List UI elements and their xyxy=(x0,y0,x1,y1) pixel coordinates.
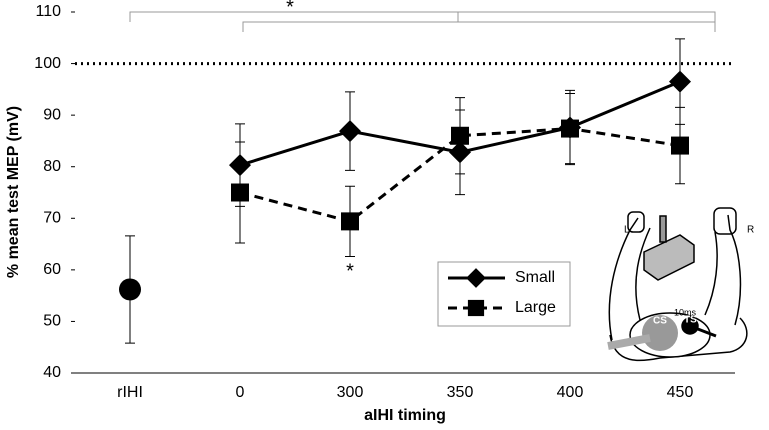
legend-label: Large xyxy=(515,299,556,316)
x-tick-label: 400 xyxy=(557,384,584,401)
marker xyxy=(339,120,361,143)
bracket xyxy=(129,11,716,22)
legend-box xyxy=(437,261,571,327)
x-tick-label: 450 xyxy=(667,384,694,401)
inset-label: R xyxy=(747,225,754,236)
marker xyxy=(669,70,691,93)
y-tick-label: 50 xyxy=(43,313,61,330)
y-tick-label: 80 xyxy=(43,158,61,175)
annotation: * xyxy=(346,260,354,282)
y-tick-label: 110 xyxy=(35,3,61,20)
marker xyxy=(451,126,469,145)
legend-marker xyxy=(466,268,486,288)
x-tick-label: rIHI xyxy=(117,384,143,401)
x-tick-label: 0 xyxy=(236,384,245,401)
y-tick-label: 100 xyxy=(34,55,61,72)
y-tick-label: 70 xyxy=(43,210,61,227)
series-line xyxy=(239,127,681,224)
legend-marker xyxy=(467,299,485,317)
x-tick-label: 350 xyxy=(447,384,474,401)
marker xyxy=(671,136,689,155)
bracket xyxy=(242,12,716,32)
y-tick-label: 90 xyxy=(43,106,61,123)
inset-label: TS xyxy=(684,315,697,326)
x-axis-label: aIHI timing xyxy=(364,407,446,424)
inset-label: 10ms xyxy=(674,307,697,317)
legend: Small Large xyxy=(448,268,556,316)
marker xyxy=(561,119,579,138)
annotation: * xyxy=(286,0,294,18)
marker xyxy=(341,212,359,231)
marker xyxy=(231,183,249,202)
x-tick-label: 300 xyxy=(337,384,364,401)
y-axis-label: % mean test MEP (mV) xyxy=(5,106,22,278)
inset-label: CS xyxy=(653,316,667,327)
legend-label: Small xyxy=(515,269,555,286)
marker xyxy=(119,278,141,301)
inset xyxy=(607,207,748,362)
inset-label: L xyxy=(624,225,630,236)
y-tick-label: 60 xyxy=(43,261,61,278)
y-tick-label: 40 xyxy=(43,364,61,381)
